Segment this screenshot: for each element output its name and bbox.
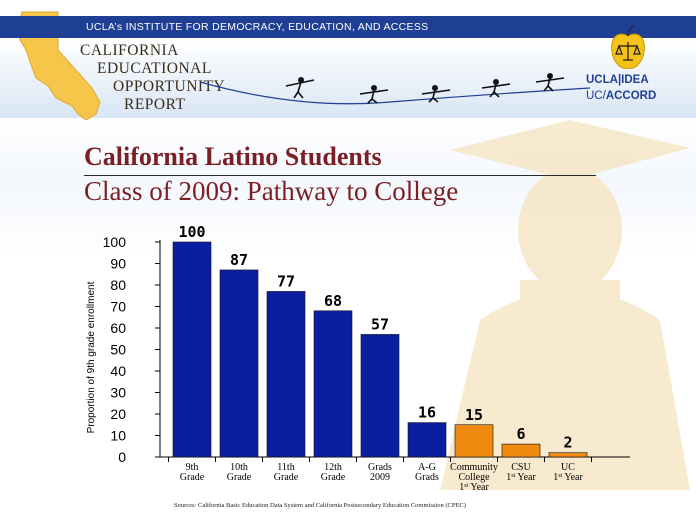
bar-value-label: 2 bbox=[563, 434, 572, 452]
report-title-line-1: CALIFORNIA bbox=[80, 42, 179, 59]
ucla-idea-logo-text: UCLA|IDEA bbox=[586, 74, 649, 86]
california-map-icon bbox=[17, 11, 101, 120]
bar bbox=[407, 422, 447, 458]
y-tick-label: 60 bbox=[110, 320, 126, 336]
bar bbox=[454, 424, 494, 458]
x-tick-label: Community bbox=[450, 462, 498, 473]
bar bbox=[313, 310, 353, 458]
bar-value-label: 77 bbox=[277, 272, 295, 290]
bar bbox=[172, 241, 212, 458]
header-band bbox=[0, 38, 696, 118]
y-tick-label: 40 bbox=[110, 363, 126, 379]
x-tick-label: Grade bbox=[180, 472, 205, 483]
y-tick-label: 30 bbox=[110, 385, 126, 401]
x-tick-label: Grade bbox=[227, 472, 252, 483]
x-tick-label: Grads bbox=[415, 472, 439, 483]
y-tick-label: 70 bbox=[110, 299, 126, 315]
y-tick-label: 90 bbox=[110, 256, 126, 272]
x-tick-label: 2009 bbox=[370, 472, 390, 483]
y-tick-label: 0 bbox=[118, 449, 126, 465]
bar-value-label: 87 bbox=[230, 251, 248, 269]
title-divider bbox=[84, 175, 596, 176]
y-tick-label: 80 bbox=[110, 277, 126, 293]
slide-subtitle: Class of 2009: Pathway to College bbox=[84, 176, 459, 206]
x-tick-label: Grade bbox=[274, 472, 299, 483]
x-tick-label: 1st Year bbox=[553, 472, 583, 483]
y-axis-label: Proportion of 9th grade enrollment bbox=[86, 281, 97, 433]
x-tick-label: 1st Year bbox=[459, 482, 489, 493]
report-title-line-4: REPORT bbox=[124, 96, 186, 113]
bar bbox=[266, 291, 306, 458]
x-tick-label: College bbox=[458, 472, 490, 483]
bar-value-label: 6 bbox=[516, 425, 525, 443]
x-tick-label: 9th bbox=[186, 462, 199, 473]
apple-scales-logo-icon bbox=[611, 25, 645, 69]
x-tick-label: Grads bbox=[368, 462, 392, 473]
uc-accord-suffix: ACCORD bbox=[605, 90, 657, 102]
source-note: Sources: California Basic Education Data… bbox=[174, 502, 466, 509]
x-tick-label: 1st Year bbox=[506, 472, 536, 483]
bar-value-label: 100 bbox=[178, 223, 205, 241]
bar-value-label: 68 bbox=[324, 292, 342, 310]
report-title-line-2: EDUCATIONAL bbox=[97, 60, 212, 77]
y-tick-label: 100 bbox=[103, 234, 127, 250]
x-tick-label: Grade bbox=[321, 472, 346, 483]
institute-banner: UCLA’s INSTITUTE FOR DEMOCRACY, EDUCATIO… bbox=[0, 16, 696, 38]
report-title-line-3: OPPORTUNITY bbox=[113, 78, 226, 95]
bar bbox=[360, 334, 400, 458]
bar bbox=[219, 269, 259, 458]
x-tick-label: UC bbox=[561, 462, 575, 473]
x-tick-label: CSU bbox=[511, 462, 531, 473]
x-tick-label: 10th bbox=[230, 462, 248, 473]
bar-value-label: 15 bbox=[465, 406, 483, 424]
institute-name: UCLA’s INSTITUTE FOR DEMOCRACY, EDUCATIO… bbox=[86, 21, 429, 33]
uc-accord-prefix: UC/ bbox=[586, 90, 606, 102]
bar bbox=[501, 443, 541, 458]
y-tick-label: 50 bbox=[110, 342, 126, 358]
x-tick-label: A-G bbox=[418, 462, 436, 473]
bar bbox=[548, 452, 588, 458]
y-tick-label: 10 bbox=[110, 428, 126, 444]
x-tick-label: 11th bbox=[277, 462, 294, 473]
uc-accord-logo-text: UC/ACCORD bbox=[586, 90, 656, 102]
bar-value-label: 57 bbox=[371, 315, 389, 333]
tightrope-walkers-illustration bbox=[200, 72, 590, 105]
bar-value-label: 16 bbox=[418, 404, 436, 422]
y-tick-label: 20 bbox=[110, 406, 126, 422]
x-tick-label: 12th bbox=[324, 462, 342, 473]
graduate-silhouette-illustration bbox=[440, 120, 690, 490]
slide-title: California Latino Students bbox=[84, 142, 382, 171]
